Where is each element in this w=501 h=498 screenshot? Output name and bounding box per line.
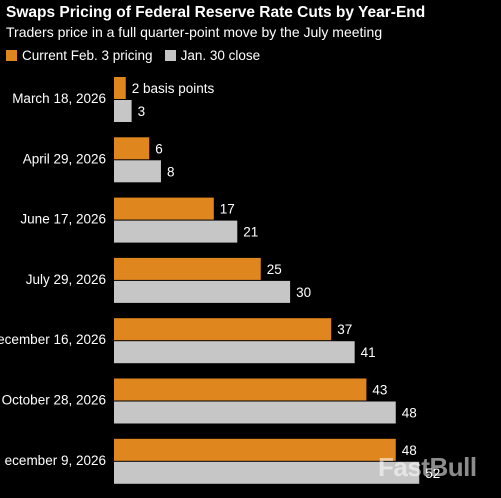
category-label: July 29, 2026 (26, 272, 106, 287)
chart-legend: Current Feb. 3 pricing Jan. 30 close (6, 46, 272, 64)
bar-current (114, 378, 367, 401)
category-label: ecember 16, 2026 (0, 332, 106, 347)
data-label: 17 (220, 202, 235, 217)
data-label: 48 (402, 443, 417, 458)
data-label: 41 (361, 345, 376, 360)
data-label: 21 (243, 225, 258, 240)
bar-current (114, 77, 126, 99)
category-label: April 29, 2026 (23, 151, 106, 166)
bar-previous (114, 461, 420, 484)
category-label: March 18, 2026 (12, 91, 106, 106)
bar-previous (114, 401, 396, 424)
data-label: 52 (425, 466, 440, 481)
legend-label-previous: Jan. 30 close (180, 47, 261, 63)
bar-previous (114, 341, 355, 364)
legend-label-current: Current Feb. 3 pricing (22, 47, 153, 63)
data-label: 8 (167, 164, 175, 179)
data-label: 6 (155, 141, 163, 156)
fastbull-watermark: FastBull (378, 452, 477, 482)
bar-current (114, 257, 261, 280)
legend-swatch-current (6, 49, 17, 61)
data-label: 3 (138, 104, 146, 119)
bar-previous (114, 280, 291, 303)
data-label: 2 basis points (132, 81, 215, 96)
data-label: 48 (402, 406, 417, 421)
category-label: June 17, 2026 (20, 212, 106, 227)
bar-previous (114, 220, 238, 243)
category-label: ecember 9, 2026 (5, 453, 106, 468)
legend-swatch-previous (164, 49, 176, 61)
legend-item-current: Current Feb. 3 pricing (6, 48, 153, 63)
bar-current (114, 137, 150, 160)
bar-current (114, 438, 396, 461)
category-label: October 28, 2026 (2, 393, 106, 408)
chart-title: Swaps Pricing of Federal Reserve Rate Cu… (6, 4, 426, 21)
data-label: 37 (337, 322, 352, 337)
data-label: 25 (267, 262, 282, 277)
data-label: 43 (372, 383, 387, 398)
legend-item-previous: Jan. 30 close (164, 47, 261, 63)
bar-current (114, 197, 214, 220)
bar-previous (114, 160, 161, 183)
data-label: 30 (296, 285, 311, 300)
bar-previous (114, 100, 132, 122)
chart-subtitle: Traders price in a full quarter-point mo… (6, 24, 383, 40)
bar-current (114, 318, 332, 341)
